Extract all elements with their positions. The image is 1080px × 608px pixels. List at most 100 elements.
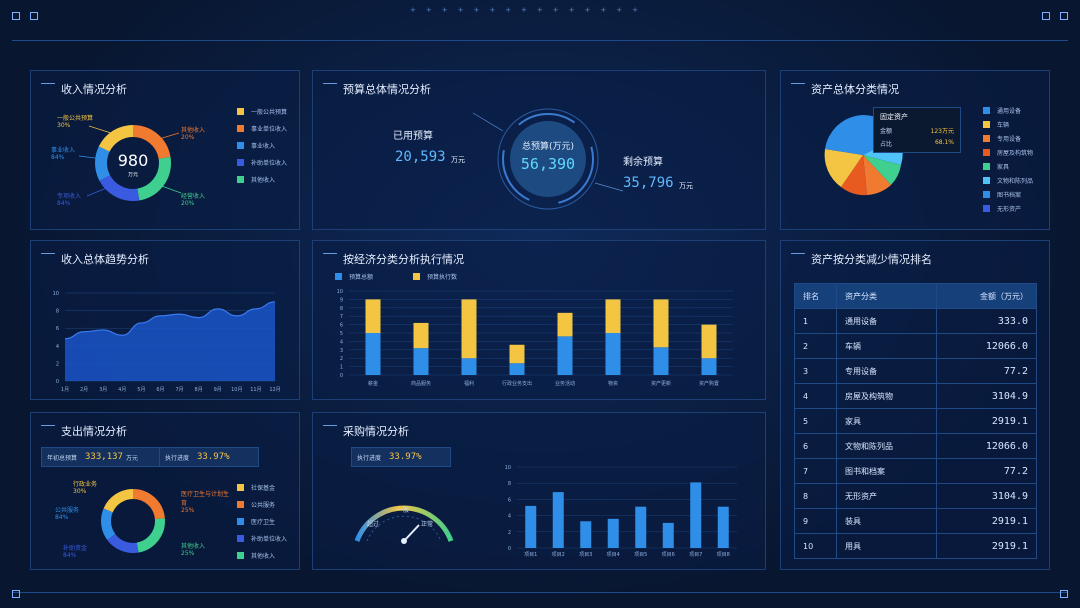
econ-bar[interactable] [413, 348, 429, 375]
purchase-bar[interactable] [635, 506, 647, 548]
table-row[interactable]: 5 家具 2919.1 [794, 408, 1037, 434]
legend-item[interactable]: 医疗卫生 [237, 513, 287, 530]
legend-item[interactable]: 通用设备 [983, 103, 1033, 117]
purchase-bar[interactable] [717, 506, 729, 548]
x-tick-label: 5月 [137, 387, 145, 393]
legend-item[interactable]: 公共服务 [237, 496, 287, 513]
expense-legend: 社保基金 公共服务 医疗卫生 补助单位收入 其他收入 [237, 479, 287, 564]
panel-deco-icon [791, 253, 805, 263]
rank-table: 排名 资产分类 金额（万元） 1 通用设备 333.0 2 车辆 12066.0 3 专用设备… [794, 283, 1037, 559]
table-row[interactable]: 1 通用设备 333.0 [794, 308, 1037, 334]
x-tick-label: 8月 [195, 387, 203, 393]
rose-slice[interactable] [825, 115, 863, 155]
rank-header: 金额（万元） [936, 283, 1037, 309]
donut-seg-blue[interactable] [95, 125, 171, 201]
econ-bar[interactable] [653, 299, 669, 348]
table-row[interactable]: 7 图书和档案 77.2 [794, 458, 1037, 484]
donut-seg-yellow[interactable] [101, 489, 165, 553]
econ-bar[interactable] [509, 363, 525, 375]
econ-bar[interactable] [701, 358, 717, 375]
econ-bar[interactable] [557, 336, 573, 375]
x-tick-label: 福利 [464, 380, 474, 387]
legend-item[interactable]: 其他收入 [237, 547, 287, 564]
donut-seg-navy[interactable] [101, 489, 165, 553]
econ-bar[interactable] [509, 344, 525, 364]
x-tick-label: 2月 [80, 387, 88, 393]
legend-item[interactable]: 事业单位收入 [237, 120, 287, 137]
econ-bar[interactable] [605, 333, 621, 375]
rose-slice[interactable] [863, 155, 901, 185]
purchase-bar[interactable] [525, 505, 537, 548]
econ-bar[interactable] [365, 299, 381, 333]
table-row[interactable]: 4 房屋及构筑物 3104.9 [794, 383, 1037, 409]
econ-bar[interactable] [557, 312, 573, 337]
legend-item[interactable]: 补助单位收入 [237, 530, 287, 547]
trend-line [64, 301, 276, 340]
x-tick-label: 行政业务支出 [502, 380, 532, 387]
rank-cell: 6 [794, 433, 837, 459]
table-row[interactable]: 6 文物和陈列品 12066.0 [794, 433, 1037, 459]
x-tick-label: 6月 [156, 387, 164, 393]
table-row[interactable]: 3 专用设备 77.2 [794, 358, 1037, 384]
donut-seg-green[interactable] [101, 489, 165, 553]
econ-bar[interactable] [365, 333, 381, 375]
legend-item[interactable]: 一般公共预算 [237, 103, 287, 120]
panel-assets-cat: 资产总体分类情况 固定资产 金额 123万元 占比 68.1% 通用设备 车辆 专用… [780, 70, 1050, 230]
donut-seg-navy[interactable] [95, 125, 171, 201]
panel-econ: 按经济分类分析执行情况 预算总额 预算执行数 0 1 2 3 4 5 6 7 8 9 10 薪金 商品服… [312, 240, 766, 400]
econ-bar-chart: 0 1 2 3 4 5 6 7 8 9 10 薪金 商品服务 福利 行政业务支出 业务活动 物资 资产更新 资产购置 [337, 289, 733, 387]
legend-item[interactable]: 无形资产 [983, 201, 1033, 215]
rank-cell: 10 [794, 533, 837, 559]
legend-item[interactable]: 其他收入 [237, 171, 287, 188]
amount-cell: 333.0 [936, 308, 1037, 334]
econ-bar[interactable] [605, 299, 621, 333]
table-row[interactable]: 8 无形资产 3104.9 [794, 483, 1037, 509]
purchase-bar[interactable] [552, 492, 564, 548]
econ-bar[interactable] [461, 299, 477, 359]
legend-item[interactable]: 预算执行数 [413, 271, 457, 281]
econ-bar[interactable] [701, 324, 717, 359]
asset-name-cell: 无形资产 [836, 483, 937, 509]
purchase-bar[interactable] [580, 521, 592, 548]
total-budget-value: 56,390 [520, 155, 576, 173]
donut-seg-blue[interactable] [101, 489, 165, 553]
remain-budget-label: 剩余预算 [623, 157, 663, 168]
corner-tr2-icon [1042, 12, 1050, 20]
purchase-bar[interactable] [662, 522, 674, 548]
legend-item[interactable]: 预算总额 [335, 271, 373, 281]
rose-slice[interactable] [841, 155, 867, 196]
table-row[interactable]: 9 装具 2919.1 [794, 508, 1037, 534]
legend-item[interactable]: 事业收入 [237, 137, 287, 154]
rank-cell: 5 [794, 408, 837, 434]
asset-name-cell: 文物和陈列品 [836, 433, 937, 459]
legend-item[interactable]: 专用设备 [983, 131, 1033, 145]
y-tick-label: 2 [56, 361, 59, 367]
table-row[interactable]: 2 车辆 12066.0 [794, 333, 1037, 359]
econ-bar[interactable] [461, 358, 477, 375]
legend-item[interactable]: 补助单位收入 [237, 154, 287, 171]
purchase-bar-chart: 0 2 4 6 8 10 项目1 项目2 项目3 项目4 项目5 项目6 项目7 项目8 [505, 465, 737, 558]
legend-item[interactable]: 文物和陈列品 [983, 173, 1033, 187]
donut-seg-yellow[interactable] [95, 125, 171, 201]
rose-slice[interactable] [824, 149, 863, 187]
purchase-bar[interactable] [607, 518, 619, 548]
econ-bar[interactable] [413, 322, 429, 349]
rose-slice[interactable] [863, 155, 891, 195]
income-trend-chart: 0 2 4 6 8 10 1月 2月 3月 4月 5月 6月 7月 8月 9月 10月 11月 12月 [53, 291, 281, 393]
panel-purchase: 采购情况分析 执行进度 33.97% 超过 一般 正常 0 2 4 6 8 10 项目1 项目… [312, 412, 766, 570]
donut-seg-green[interactable] [95, 125, 171, 201]
corner-tl2-icon [30, 12, 38, 20]
table-row[interactable]: 10 用具 2919.1 [794, 533, 1037, 559]
legend-item[interactable]: 车辆 [983, 117, 1033, 131]
legend-item[interactable]: 图书档案 [983, 187, 1033, 201]
legend-item[interactable]: 社保基金 [237, 479, 287, 496]
panel-title: 资产按分类减少情况排名 [811, 253, 932, 266]
legend-item[interactable]: 房屋及构筑物 [983, 145, 1033, 159]
expense-rate-box: 执行进度 33.97% [159, 447, 259, 467]
assets-tooltip: 固定资产 金额 123万元 占比 68.1% [873, 107, 961, 153]
x-tick-label: 商品服务 [411, 380, 431, 387]
purchase-bar[interactable] [690, 482, 702, 548]
econ-bar[interactable] [653, 347, 669, 375]
gauge-needle [403, 524, 420, 542]
legend-item[interactable]: 家具 [983, 159, 1033, 173]
